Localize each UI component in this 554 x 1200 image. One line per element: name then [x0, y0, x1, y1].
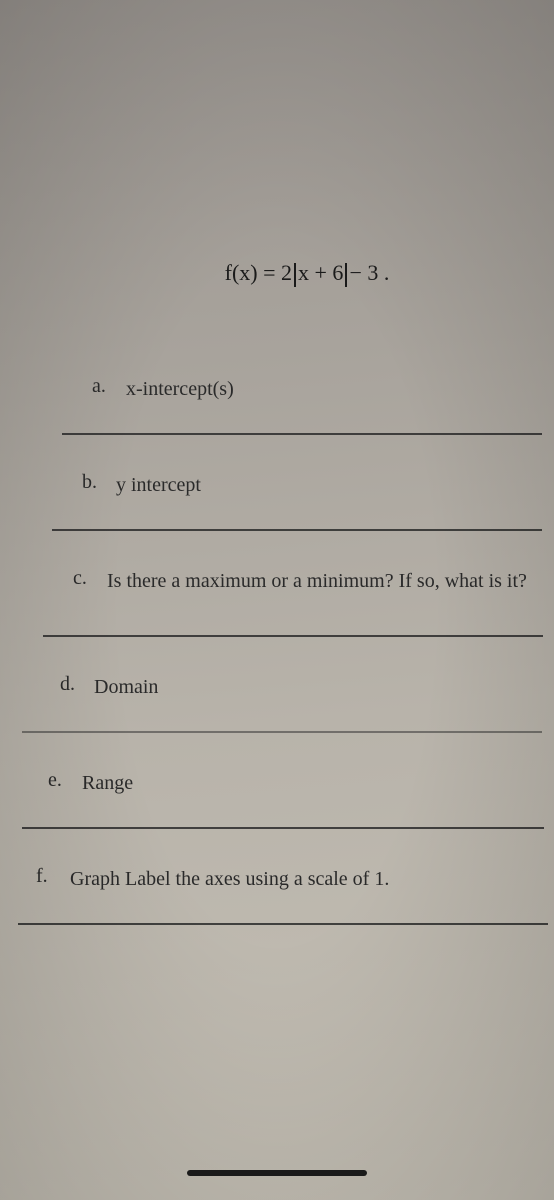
question-label: b. — [82, 471, 112, 494]
divider — [22, 731, 542, 733]
abs-bar-left — [294, 263, 296, 287]
formula-tail: − 3 . — [349, 260, 389, 285]
question-c: c. Is there a maximum or a minimum? If s… — [73, 549, 554, 655]
question-label: f. — [36, 865, 66, 888]
question-label: e. — [48, 769, 78, 792]
home-indicator — [187, 1170, 367, 1176]
question-f: f. Graph Label the axes using a scale of… — [36, 847, 554, 943]
formula-coef: 2 — [281, 260, 292, 285]
question-text: y intercept — [116, 471, 201, 499]
question-list: a. x-intercept(s) b. y intercept c. Is t… — [0, 357, 554, 943]
abs-bar-right — [345, 263, 347, 287]
question-d: d. Domain — [60, 655, 554, 751]
question-text: Graph Label the axes using a scale of 1. — [70, 865, 389, 893]
question-label: d. — [60, 673, 90, 696]
divider — [18, 923, 548, 925]
divider — [43, 635, 543, 637]
divider — [52, 529, 542, 531]
question-text: x-intercept(s) — [126, 375, 234, 403]
question-a: a. x-intercept(s) — [92, 357, 554, 453]
divider — [62, 433, 542, 435]
formula-inside: x + 6 — [298, 260, 343, 285]
formula-lhs: f(x) = — [225, 260, 281, 285]
question-text: Range — [82, 769, 133, 797]
divider — [22, 827, 544, 829]
question-label: c. — [73, 567, 103, 590]
function-formula: f(x) = 2x + 6− 3 . — [60, 260, 554, 287]
question-text: Is there a maximum or a minimum? If so, … — [107, 567, 527, 595]
question-e: e. Range — [48, 751, 554, 847]
question-text: Domain — [94, 673, 158, 701]
worksheet-page: f(x) = 2x + 6− 3 . a. x-intercept(s) b. … — [0, 0, 554, 1200]
question-label: a. — [92, 375, 122, 398]
question-b: b. y intercept — [82, 453, 554, 549]
